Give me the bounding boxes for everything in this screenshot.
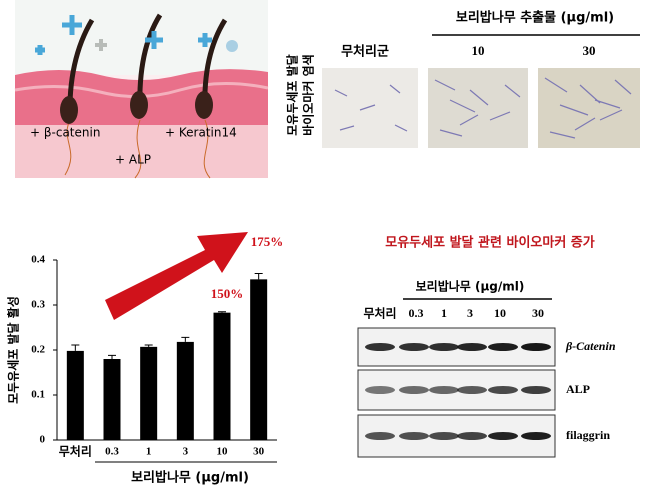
micrograph: [322, 68, 640, 148]
lane-label: 10: [494, 306, 506, 320]
blot-band: [365, 343, 395, 351]
error-bar: [144, 344, 153, 347]
y-tick-label: 0.2: [31, 344, 45, 356]
blot-band: [488, 432, 518, 440]
blot-band: [429, 432, 459, 440]
bar: [66, 350, 84, 440]
blot-band: [429, 343, 459, 351]
x-tick-label: 0.3: [105, 446, 119, 458]
blot-band: [429, 386, 459, 394]
blot-band: [488, 343, 518, 351]
bar: [103, 359, 121, 440]
blot-band: [488, 386, 518, 394]
row-label: ALP: [566, 382, 590, 396]
x-tick-label: 30: [253, 446, 265, 458]
column-label: 무처리군: [341, 44, 389, 60]
y-tick-label: 0.4: [31, 254, 45, 266]
error-bar: [218, 311, 226, 313]
bar: [176, 341, 194, 440]
blot-band: [399, 386, 429, 394]
error-bar: [254, 273, 263, 280]
bar-chart: 모두유세포 발달 활성 보리밥나무 (μg/ml) 175% 150% 0 0.1…: [6, 232, 284, 486]
group-header: 보리밥나무 추출물 (μg/ml): [456, 10, 614, 26]
blot-band: [521, 432, 551, 440]
lane-label: 무처리: [363, 306, 396, 321]
x-axis-label: 보리밥나무 (μg/ml): [131, 470, 249, 486]
side-label: 모유두세포 발달: [285, 54, 300, 135]
annotation: 150%: [211, 286, 244, 301]
annotation: 175%: [251, 234, 284, 249]
blot-title: 모유두세포 발달 관련 바이오마커 증가: [385, 235, 595, 251]
column-label: 30: [583, 43, 596, 58]
marker-label: + β-catenin: [30, 126, 100, 140]
blot-band: [399, 343, 429, 351]
y-tick-label: 0.1: [31, 389, 45, 401]
side-label: 바이오마커 염색: [301, 54, 316, 135]
blot-band: [365, 432, 395, 440]
blot-band: [365, 386, 395, 394]
column-label: 10: [472, 43, 485, 58]
bar: [250, 279, 268, 440]
error-bar: [108, 354, 116, 359]
y-tick-label: 0: [40, 434, 46, 446]
marker-label: + ALP: [115, 153, 151, 167]
blot-band: [457, 386, 487, 394]
error-bar: [181, 336, 190, 342]
lane-label: 30: [532, 306, 544, 320]
marker-label: + Keratin14: [165, 126, 237, 140]
lane-label: 1: [441, 306, 447, 320]
group-header: 보리밥나무 (μg/ml): [416, 279, 525, 294]
blot-band: [399, 432, 429, 440]
x-tick-label: 1: [146, 446, 152, 458]
x-tick-label: 무처리: [59, 444, 92, 459]
blot-band: [457, 343, 487, 351]
bar: [140, 346, 158, 440]
blot-band: [521, 343, 551, 351]
error-bar: [71, 344, 80, 351]
lane-label: 3: [467, 306, 473, 320]
y-axis-label: 모두유세포 발달 활성: [6, 296, 21, 404]
x-tick-label: 10: [217, 446, 229, 458]
x-tick-label: 3: [183, 446, 189, 458]
western-blot: 무처리 0.3 1 3 10 30 β-Catenin ALP filaggrin: [357, 306, 616, 458]
y-tick-label: 0.3: [31, 299, 45, 311]
row-label: filaggrin: [566, 428, 610, 442]
blot-band: [521, 386, 551, 394]
row-label: β-Catenin: [565, 339, 616, 353]
blot-band: [457, 432, 487, 440]
skin-illustration: [14, 0, 269, 179]
trend-arrow: [105, 232, 248, 320]
bar: [213, 312, 231, 440]
lane-label: 0.3: [409, 306, 424, 320]
